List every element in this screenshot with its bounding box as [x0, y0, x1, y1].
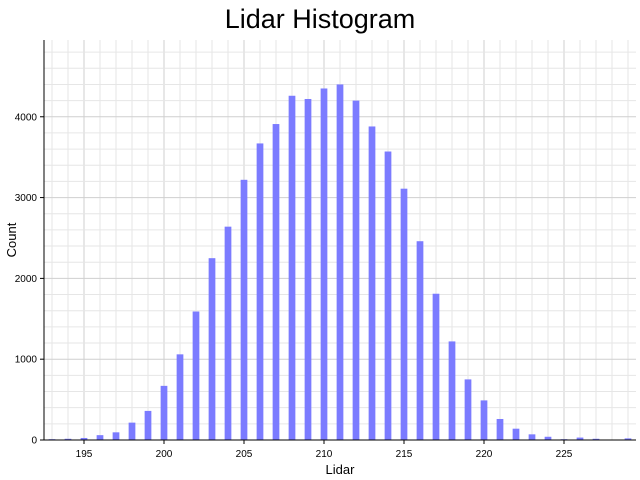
- histogram-bar: [336, 84, 344, 440]
- histogram-bar: [544, 436, 552, 440]
- histogram-bar: [496, 418, 504, 440]
- histogram-bar: [416, 241, 424, 440]
- histogram-bar: [448, 341, 456, 440]
- histogram-bar: [272, 124, 280, 440]
- x-axis-label: Lidar: [326, 462, 356, 477]
- x-tick-label: 220: [476, 449, 493, 460]
- histogram-bar: [288, 95, 296, 441]
- x-tick-label: 215: [396, 449, 413, 460]
- histogram-bar: [592, 438, 600, 440]
- y-tick-label: 4000: [15, 112, 38, 123]
- histogram-bar: [512, 428, 520, 440]
- histogram-bar: [144, 410, 152, 440]
- histogram-bar: [96, 435, 104, 440]
- bars: [48, 84, 632, 441]
- y-tick-label: 0: [31, 436, 37, 447]
- histogram-bar: [224, 226, 232, 440]
- histogram-bar: [256, 143, 264, 441]
- histogram-bar: [400, 188, 408, 440]
- histogram-bar: [192, 311, 200, 440]
- histogram-bar: [176, 354, 184, 440]
- x-axis-ticks: 195 200 205 210 215 220 225: [76, 440, 573, 460]
- histogram-bar: [384, 151, 392, 441]
- y-axis-label: Count: [4, 222, 19, 257]
- histogram-bar: [480, 400, 488, 440]
- histogram-bar: [304, 98, 312, 440]
- histogram-bar: [128, 422, 136, 440]
- histogram-bar: [320, 88, 328, 440]
- histogram-bar: [112, 432, 120, 440]
- x-tick-label: 200: [156, 449, 173, 460]
- y-tick-label: 1000: [15, 355, 38, 366]
- histogram-bar: [160, 385, 168, 440]
- chart-title: Lidar Histogram: [224, 4, 416, 34]
- histogram-bar: [464, 379, 472, 440]
- histogram-bar: [368, 126, 376, 440]
- axes: [43, 40, 636, 441]
- x-tick-label: 210: [316, 449, 333, 460]
- y-axis-ticks: 0 1000 2000 3000 4000: [15, 112, 44, 447]
- x-tick-label: 205: [236, 449, 253, 460]
- histogram-bar: [432, 293, 440, 440]
- x-tick-label: 195: [76, 449, 93, 460]
- histogram-bar: [576, 437, 584, 440]
- histogram-bar: [240, 179, 248, 440]
- histogram-bar: [624, 438, 632, 440]
- y-tick-label: 3000: [15, 193, 38, 204]
- y-tick-label: 2000: [15, 274, 38, 285]
- histogram-bar: [208, 258, 216, 440]
- histogram-bar: [80, 437, 88, 440]
- histogram-bar: [64, 438, 72, 440]
- histogram-bar: [528, 434, 536, 440]
- histogram-bar: [352, 100, 360, 440]
- x-tick-label: 225: [556, 449, 573, 460]
